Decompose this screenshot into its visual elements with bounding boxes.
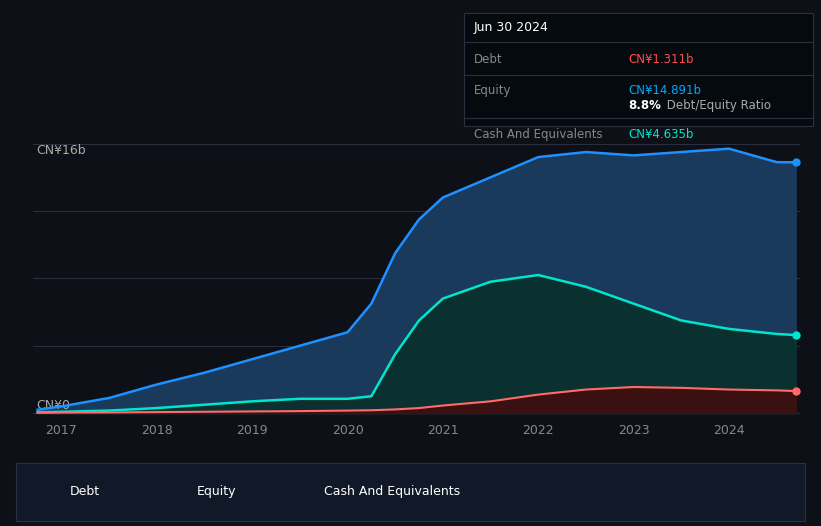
Text: Debt: Debt — [474, 53, 502, 66]
Text: CN¥0: CN¥0 — [37, 399, 71, 412]
Text: CN¥14.891b: CN¥14.891b — [628, 84, 701, 97]
Text: Cash And Equivalents: Cash And Equivalents — [324, 485, 461, 498]
Text: CN¥16b: CN¥16b — [37, 144, 86, 157]
Text: Equity: Equity — [197, 485, 236, 498]
Text: Debt: Debt — [70, 485, 100, 498]
Text: Cash And Equivalents: Cash And Equivalents — [474, 128, 603, 140]
Text: Jun 30 2024: Jun 30 2024 — [474, 22, 548, 34]
Text: CN¥1.311b: CN¥1.311b — [628, 53, 694, 66]
Text: 8.8%: 8.8% — [628, 99, 661, 112]
Text: Debt/Equity Ratio: Debt/Equity Ratio — [663, 99, 771, 112]
Text: CN¥4.635b: CN¥4.635b — [628, 128, 694, 140]
Text: Equity: Equity — [474, 84, 511, 97]
